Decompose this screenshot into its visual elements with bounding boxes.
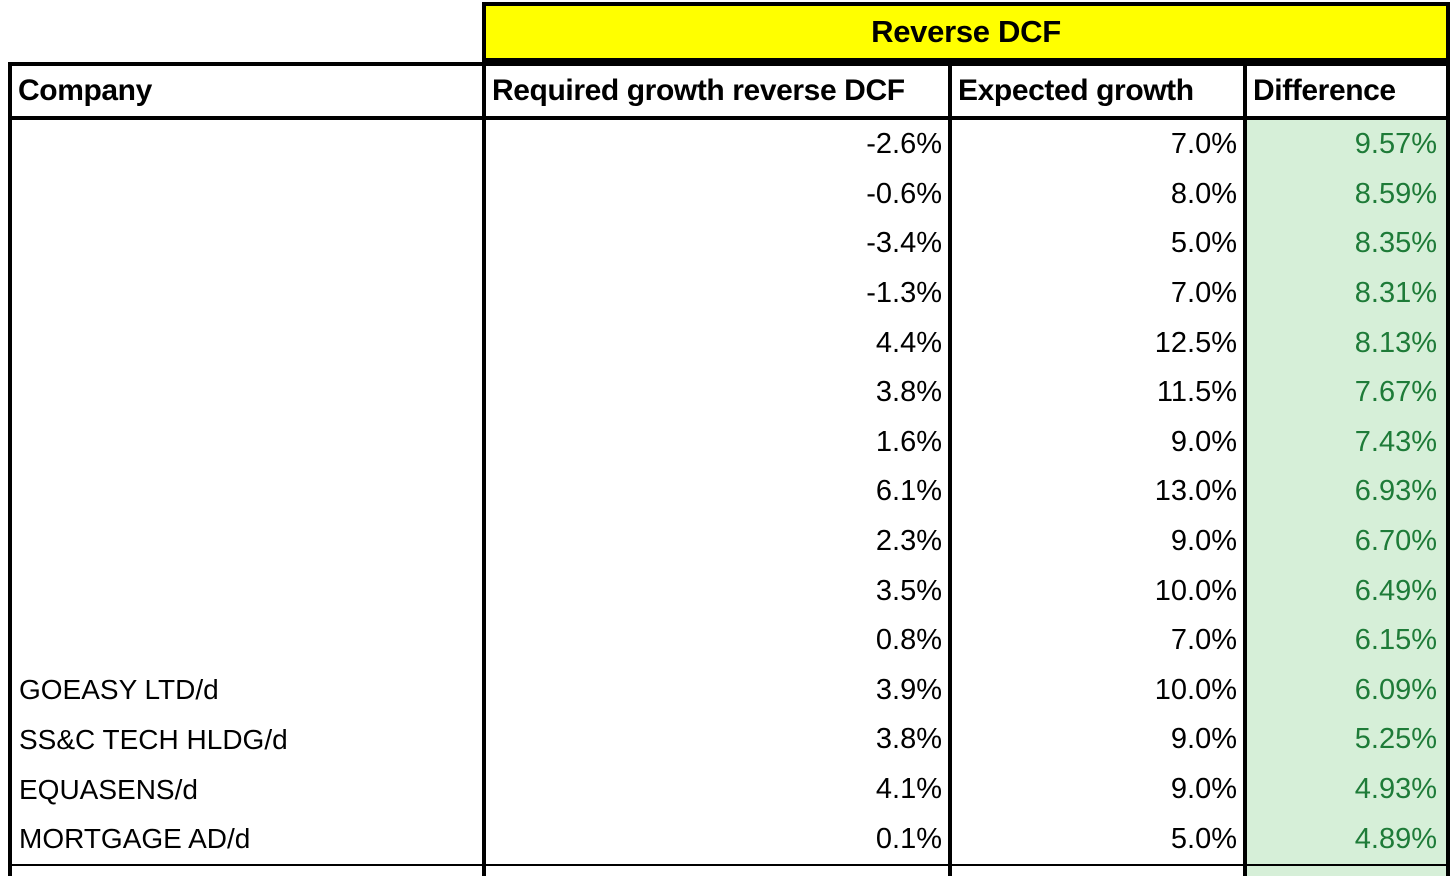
cell-difference[interactable]: 8.35% xyxy=(1247,219,1446,269)
cell-required[interactable]: 3.8% xyxy=(486,715,952,765)
cell-difference[interactable]: 4.89% xyxy=(1247,814,1446,864)
cell-required[interactable]: 0.1% xyxy=(486,814,952,864)
cell-company[interactable]: EQUASENS/d xyxy=(12,764,486,815)
table-row: -3.4% 5.0% 8.35% xyxy=(12,219,1446,269)
cell-difference[interactable]: 8.59% xyxy=(1247,169,1446,220)
table-row: MORTGAGE AD/d 0.1% 5.0% 4.89% xyxy=(12,814,1446,864)
table-row: SS&C TECH HLDG/d 3.8% 9.0% 5.25% xyxy=(12,715,1446,765)
cell-required[interactable]: -2.6% xyxy=(486,120,952,170)
cell-expected[interactable]: 5.0% xyxy=(952,219,1247,269)
cell-expected[interactable]: 7.0% xyxy=(952,268,1247,319)
partial-cell-difference xyxy=(1247,866,1446,876)
cell-expected[interactable]: 12.5% xyxy=(952,318,1247,368)
cell-difference[interactable]: 6.09% xyxy=(1247,665,1446,716)
partial-cell-required xyxy=(486,866,952,876)
table-row: 0.8% 7.0% 6.15% xyxy=(12,615,1446,666)
reverse-dcf-table: Company Required growth reverse DCF Expe… xyxy=(8,62,1450,870)
cell-required[interactable]: 4.1% xyxy=(486,764,952,815)
cell-difference[interactable]: 7.43% xyxy=(1247,417,1446,468)
column-header-expected-growth[interactable]: Expected growth xyxy=(952,66,1247,116)
cell-required[interactable]: 3.5% xyxy=(486,566,952,616)
table-row: 1.6% 9.0% 7.43% xyxy=(12,417,1446,468)
cell-company[interactable]: SS&C TECH HLDG/d xyxy=(12,715,486,765)
table-row: -1.3% 7.0% 8.31% xyxy=(12,268,1446,319)
cell-difference[interactable]: 6.70% xyxy=(1247,516,1446,567)
cell-company[interactable] xyxy=(12,268,486,319)
cell-expected[interactable]: 9.0% xyxy=(952,764,1247,815)
cell-difference[interactable]: 6.15% xyxy=(1247,615,1446,666)
cell-difference[interactable]: 8.31% xyxy=(1247,268,1446,319)
column-header-required-growth[interactable]: Required growth reverse DCF xyxy=(486,66,952,116)
cell-expected[interactable]: 9.0% xyxy=(952,715,1247,765)
cell-difference[interactable]: 6.93% xyxy=(1247,467,1446,517)
table-row: EQUASENS/d 4.1% 9.0% 4.93% xyxy=(12,764,1446,815)
table-row: 3.8% 11.5% 7.67% xyxy=(12,367,1446,418)
cell-required[interactable]: 6.1% xyxy=(486,467,952,517)
partial-cell-company xyxy=(12,866,486,876)
column-header-difference[interactable]: Difference xyxy=(1253,74,1396,107)
cell-company[interactable]: GOEASY LTD/d xyxy=(12,665,486,716)
cell-expected[interactable]: 11.5% xyxy=(952,367,1247,418)
table-row: 4.4% 12.5% 8.13% xyxy=(12,318,1446,368)
cell-required[interactable]: 3.8% xyxy=(486,367,952,418)
cell-company[interactable] xyxy=(12,318,486,368)
cell-required[interactable]: 2.3% xyxy=(486,516,952,567)
cell-company[interactable] xyxy=(12,219,486,269)
cell-company[interactable] xyxy=(12,367,486,418)
cell-company[interactable] xyxy=(12,615,486,666)
cell-required[interactable]: -3.4% xyxy=(486,219,952,269)
cell-difference[interactable]: 9.57% xyxy=(1247,120,1446,170)
cell-expected[interactable]: 10.0% xyxy=(952,566,1247,616)
table-row: -0.6% 8.0% 8.59% xyxy=(12,169,1446,220)
cell-company[interactable] xyxy=(12,417,486,468)
cell-required[interactable]: 1.6% xyxy=(486,417,952,468)
cell-expected[interactable]: 7.0% xyxy=(952,120,1247,170)
cell-expected[interactable]: 7.0% xyxy=(952,615,1247,666)
table-body: -2.6% 7.0% 9.57% -0.6% 8.0% 8.59% -3.4% 5.0% 8.3… xyxy=(12,120,1446,864)
header-row: Company Required growth reverse DCF Expe… xyxy=(12,66,1446,120)
cell-difference[interactable]: 4.93% xyxy=(1247,764,1446,815)
cell-company[interactable] xyxy=(12,566,486,616)
cell-company[interactable] xyxy=(12,120,486,170)
next-row-partial xyxy=(8,866,1450,876)
cell-difference[interactable]: 6.49% xyxy=(1247,566,1446,616)
partial-cell-expected xyxy=(952,866,1247,876)
cell-required[interactable]: -1.3% xyxy=(486,268,952,319)
table-row: -2.6% 7.0% 9.57% xyxy=(12,120,1446,170)
cell-difference[interactable]: 5.25% xyxy=(1247,715,1446,765)
cell-required[interactable]: 0.8% xyxy=(486,615,952,666)
cell-expected[interactable]: 5.0% xyxy=(952,814,1247,864)
table-row: 3.5% 10.0% 6.49% xyxy=(12,566,1446,616)
cell-company[interactable] xyxy=(12,169,486,220)
cell-required[interactable]: 4.4% xyxy=(486,318,952,368)
cell-difference[interactable]: 8.13% xyxy=(1247,318,1446,368)
cell-required[interactable]: -0.6% xyxy=(486,169,952,220)
cell-expected[interactable]: 10.0% xyxy=(952,665,1247,716)
cell-expected[interactable]: 9.0% xyxy=(952,516,1247,567)
cell-expected[interactable]: 8.0% xyxy=(952,169,1247,220)
cell-expected[interactable]: 13.0% xyxy=(952,467,1247,517)
table-row: GOEASY LTD/d 3.9% 10.0% 6.09% xyxy=(12,665,1446,716)
cell-difference[interactable]: 7.67% xyxy=(1247,367,1446,418)
column-header-company[interactable]: Company xyxy=(12,66,486,116)
cell-expected[interactable]: 9.0% xyxy=(952,417,1247,468)
table-row: 6.1% 13.0% 6.93% xyxy=(12,467,1446,517)
cell-required[interactable]: 3.9% xyxy=(486,665,952,716)
merged-header-cell-reverse-dcf[interactable]: Reverse DCF xyxy=(482,2,1450,62)
cell-company[interactable] xyxy=(12,467,486,517)
cell-company[interactable]: MORTGAGE AD/d xyxy=(12,814,486,864)
cell-company[interactable] xyxy=(12,516,486,567)
table-row: 2.3% 9.0% 6.70% xyxy=(12,516,1446,567)
